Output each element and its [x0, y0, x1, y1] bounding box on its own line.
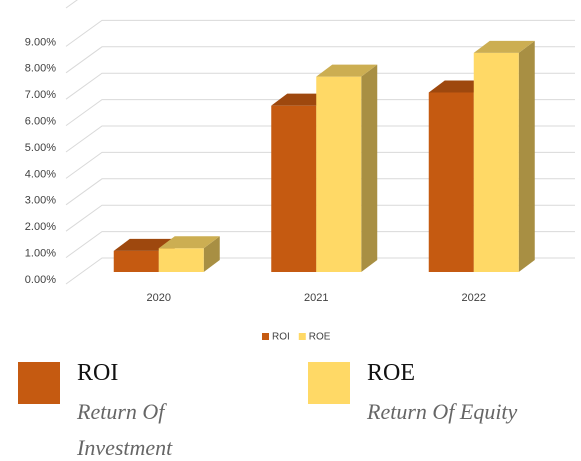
y-tick-label: 2.00%: [25, 221, 56, 233]
grid-line: [65, 151, 575, 179]
grid-line: [65, 72, 575, 100]
grid-line: [65, 178, 575, 206]
bar-face: [203, 236, 220, 272]
legend-description: Return Of Equity: [367, 399, 518, 424]
bar-face: [473, 40, 535, 53]
bar-face: [158, 248, 204, 272]
y-tick-label: 1.00%: [25, 248, 56, 260]
grid-line: [65, 231, 575, 259]
grid-line: [65, 19, 575, 47]
legend-swatch: [298, 333, 306, 340]
grid-line: [65, 99, 575, 127]
y-tick-label: 4.00%: [25, 168, 56, 180]
grid-line: [65, 46, 575, 74]
bar-face: [361, 64, 378, 272]
x-tick-label: 2020: [147, 292, 171, 304]
y-tick-label: 9.00%: [25, 36, 56, 48]
bar-face: [473, 52, 519, 272]
bar-face: [316, 76, 362, 272]
legend-name-large: ROE: [367, 360, 415, 386]
bar-face: [158, 236, 220, 249]
legend-swatch-large: [308, 362, 350, 404]
bar: [473, 40, 535, 272]
chart: 0.00% 1.00% 2.00% 3.00% 4.00% 5.00% 6.00% 7.00%…: [25, 0, 575, 343]
bar-face: [113, 250, 159, 272]
legend-name-large: ROI: [77, 360, 119, 386]
legend-label: ROI: [272, 332, 290, 343]
grid-line: [65, 125, 575, 153]
grid-frame: [65, 0, 78, 9]
x-tick-label: 2022: [462, 292, 486, 304]
y-tick-label: 0.00%: [25, 274, 56, 286]
x-tick-label: 2021: [304, 292, 328, 304]
bar-face: [428, 92, 474, 272]
grid-line: [65, 204, 575, 232]
bar: [158, 236, 220, 272]
bar-face: [316, 64, 378, 77]
legend-description: Return Of Investment: [77, 399, 173, 460]
legend-label: ROE: [309, 332, 331, 343]
y-tick-label: 5.00%: [25, 142, 56, 154]
bar-face: [518, 40, 535, 272]
y-tick-label: 7.00%: [25, 89, 56, 101]
bar-face: [271, 105, 317, 273]
y-tick-label: 6.00%: [25, 116, 56, 128]
y-tick-label: 8.00%: [25, 63, 56, 75]
legend-swatch-large: [18, 362, 60, 404]
y-tick-label: 3.00%: [25, 195, 56, 207]
bar: [316, 64, 378, 272]
grid-line: [65, 257, 575, 285]
legend-swatch: [262, 333, 269, 340]
